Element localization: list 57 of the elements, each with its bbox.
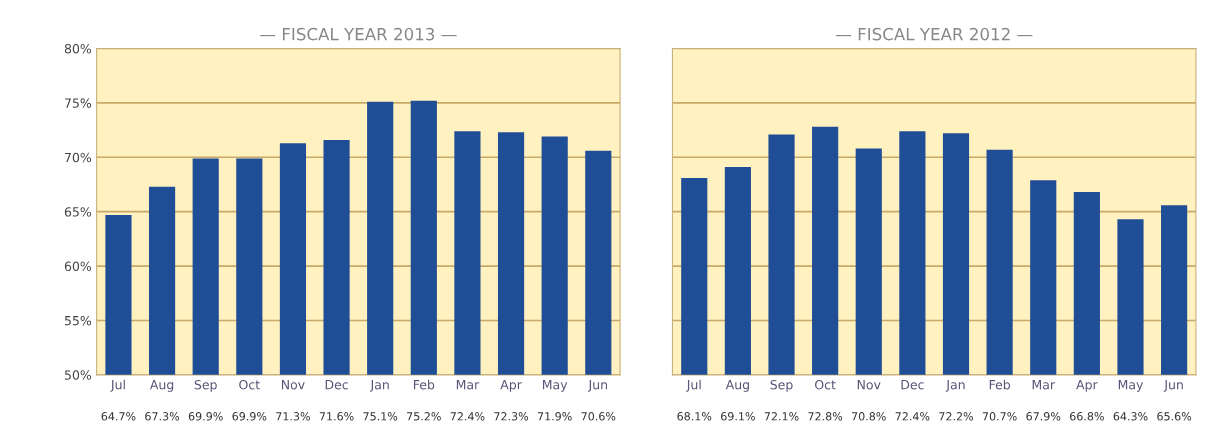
x-tick-label: May (1118, 380, 1144, 392)
x-tick-label: Nov (857, 380, 881, 390)
x-tick-label: Sep (770, 379, 793, 392)
data-label: 72.4% (450, 412, 485, 421)
y-tick-label: 60% (64, 261, 92, 271)
data-label: 67.9% (1026, 412, 1061, 421)
x-tick-label: Dec (325, 380, 348, 390)
y-tick-label: 70% (65, 152, 92, 163)
data-label: 67.3% (145, 412, 180, 421)
data-label: 70.7% (982, 412, 1017, 421)
data-label: 69.1% (721, 412, 755, 421)
x-tick-label: Mar (456, 380, 480, 390)
data-label: 75.1% (363, 412, 398, 421)
chart-title: — FISCAL YEAR 2012 — (835, 27, 1033, 41)
data-label: 72.3% (494, 412, 529, 421)
x-tick-label: Apr (1076, 380, 1098, 392)
x-tick-label: Jun (1163, 380, 1183, 392)
data-label: 72.8% (808, 412, 843, 421)
data-label: 68.1% (677, 412, 712, 421)
data-label: 72.2% (939, 412, 974, 421)
data-label: 71.9% (537, 412, 572, 421)
x-tick-label: Aug (149, 380, 174, 392)
y-tick-label: 55% (64, 315, 92, 326)
x-tick-label: Jan (945, 380, 965, 392)
y-tick-label: 75% (65, 98, 92, 108)
x-tick-label: Nov (281, 380, 305, 390)
x-tick-label: Sep (194, 379, 217, 392)
data-label: 66.8% (1069, 412, 1104, 421)
data-label: 72.1% (764, 412, 799, 421)
x-tick-label: Dec (901, 380, 924, 390)
data-label: 72.4% (895, 412, 930, 421)
data-label: 71.6% (319, 412, 354, 421)
chart-title: — FISCAL YEAR 2013 — (260, 27, 457, 41)
x-tick-label: Feb (989, 379, 1010, 390)
x-tick-label: Jan (369, 380, 389, 392)
data-label: 64.3% (1113, 412, 1148, 421)
data-label: 69.9% (232, 412, 267, 421)
data-label: 65.6% (1157, 412, 1192, 421)
x-tick-label: Oct (239, 379, 260, 390)
x-tick-label: Jun (587, 380, 607, 392)
x-tick-label: Oct (815, 379, 836, 390)
y-tick-label: 50% (64, 370, 92, 380)
x-tick-label: Aug (725, 380, 749, 392)
data-label: 70.8% (852, 412, 886, 421)
data-label: 70.6% (581, 412, 616, 421)
data-label: 69.9% (188, 412, 223, 421)
data-label: 64.7% (101, 412, 136, 421)
data-label: 75.2% (407, 412, 441, 421)
x-tick-label: Feb (413, 379, 435, 390)
x-tick-label: Jul (686, 379, 701, 392)
x-tick-label: May (542, 380, 568, 392)
x-tick-label: Apr (500, 380, 522, 392)
x-tick-label: Jul (110, 379, 125, 392)
y-tick-label: 80% (64, 43, 92, 54)
data-label: 71.3% (276, 412, 310, 421)
x-tick-label: Mar (1032, 380, 1056, 390)
y-tick-label: 65% (64, 207, 92, 217)
